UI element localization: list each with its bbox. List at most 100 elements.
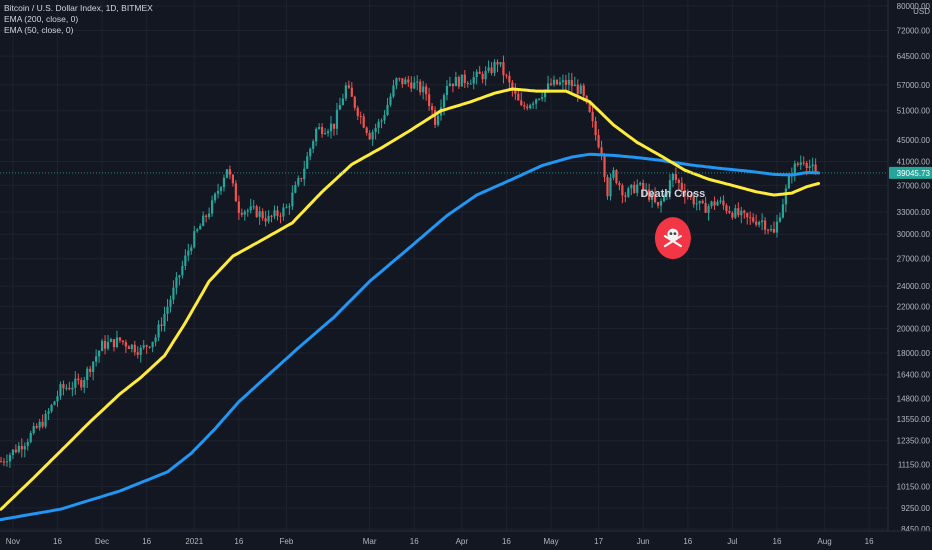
candle bbox=[234, 180, 237, 202]
candle-body bbox=[475, 71, 478, 78]
candle-body bbox=[469, 83, 472, 85]
candle bbox=[11, 449, 14, 460]
candle bbox=[106, 334, 110, 351]
candle-body bbox=[252, 206, 255, 208]
candle bbox=[92, 361, 95, 381]
candle-body bbox=[300, 178, 303, 180]
candle bbox=[769, 224, 773, 232]
time-tick-label: Feb bbox=[280, 537, 294, 546]
candle-body bbox=[100, 340, 104, 352]
candle bbox=[425, 83, 428, 101]
candle bbox=[716, 199, 719, 206]
candle-body bbox=[642, 182, 645, 191]
candle-body bbox=[761, 220, 764, 223]
candle bbox=[258, 206, 261, 225]
candle bbox=[98, 349, 101, 363]
candle-body bbox=[472, 77, 475, 84]
candle-body bbox=[32, 426, 35, 433]
time-axis[interactable]: Nov 16 Dec 16 2021 16 Feb Mar 16 Apr 16 May 17 Jun 16 J… bbox=[0, 530, 932, 550]
candle-body bbox=[407, 79, 410, 83]
candle bbox=[264, 210, 267, 227]
candle bbox=[538, 98, 541, 101]
candle-body bbox=[148, 346, 151, 348]
candle bbox=[407, 75, 410, 87]
candle bbox=[707, 203, 710, 221]
candle-body bbox=[175, 277, 178, 288]
ema-200-line bbox=[0, 152, 821, 522]
time-tick-label: 16 bbox=[142, 537, 151, 546]
candle bbox=[579, 83, 582, 95]
time-axis-background bbox=[0, 531, 932, 550]
skull-head bbox=[667, 228, 679, 240]
candle-body bbox=[603, 154, 606, 177]
candle bbox=[668, 174, 672, 200]
candle bbox=[199, 223, 202, 230]
candle-body bbox=[725, 205, 728, 212]
candle-body bbox=[436, 115, 440, 125]
candle bbox=[713, 196, 716, 210]
symbol-title[interactable]: Bitcoin / U.S. Dollar Index, 1D, BITMEX bbox=[4, 3, 153, 13]
candle-body bbox=[645, 189, 648, 191]
candle bbox=[514, 83, 517, 100]
candle bbox=[561, 74, 565, 90]
candle-body bbox=[398, 78, 401, 80]
candle-body bbox=[71, 387, 74, 390]
candle-body bbox=[320, 127, 324, 135]
candle bbox=[603, 153, 606, 183]
candle-body bbox=[347, 85, 350, 88]
candle bbox=[460, 74, 463, 87]
candle-body bbox=[237, 201, 240, 213]
candle bbox=[784, 184, 787, 213]
candle-body bbox=[535, 99, 538, 104]
time-tick-label: 16 bbox=[773, 537, 782, 546]
ema-200-label[interactable]: EMA (200, close, 0) bbox=[4, 14, 79, 24]
time-tick-label: 16 bbox=[410, 537, 419, 546]
price-tick-label: 27000.00 bbox=[897, 255, 931, 264]
candle bbox=[532, 101, 535, 109]
currency-label: USD bbox=[913, 7, 930, 16]
candle-body bbox=[332, 123, 336, 129]
candle bbox=[47, 408, 50, 421]
candle bbox=[648, 183, 651, 203]
candle bbox=[14, 444, 17, 454]
candle-body bbox=[787, 176, 790, 189]
candle bbox=[775, 214, 779, 238]
candlestick-series bbox=[0, 55, 817, 468]
candle-body bbox=[651, 194, 654, 200]
candle bbox=[481, 71, 484, 84]
candle bbox=[118, 337, 122, 343]
candle-body bbox=[401, 78, 404, 85]
candle bbox=[17, 441, 20, 454]
candle-body bbox=[335, 109, 339, 129]
candle-body bbox=[273, 210, 276, 217]
price-tick-label: 24000.00 bbox=[897, 282, 931, 291]
candle bbox=[157, 320, 160, 341]
candle bbox=[353, 95, 356, 111]
candle bbox=[270, 214, 273, 223]
candle bbox=[228, 165, 232, 180]
candle-body bbox=[567, 79, 570, 85]
candle bbox=[326, 128, 330, 137]
candle bbox=[77, 373, 80, 385]
candle-body bbox=[460, 74, 463, 87]
candle-body bbox=[505, 75, 508, 77]
candle bbox=[636, 179, 639, 197]
candle-body bbox=[416, 81, 419, 83]
candle bbox=[808, 159, 811, 173]
candle bbox=[413, 76, 416, 90]
candle bbox=[639, 181, 642, 187]
candle bbox=[124, 339, 127, 354]
ema-50-label[interactable]: EMA (50, close, 0) bbox=[4, 25, 74, 35]
candle bbox=[410, 76, 413, 93]
candle bbox=[261, 208, 264, 221]
candle bbox=[761, 213, 764, 231]
skull-crossbones-icon bbox=[654, 217, 691, 260]
candle bbox=[674, 167, 677, 184]
candle-body bbox=[154, 337, 157, 342]
candle-body bbox=[558, 82, 562, 85]
candle-body bbox=[570, 79, 573, 87]
candle bbox=[445, 80, 449, 101]
candle-body bbox=[428, 94, 431, 107]
price-axis[interactable]: 80000.00 72000.00 64500.00 57000.00 51000.00… bbox=[887, 0, 932, 550]
